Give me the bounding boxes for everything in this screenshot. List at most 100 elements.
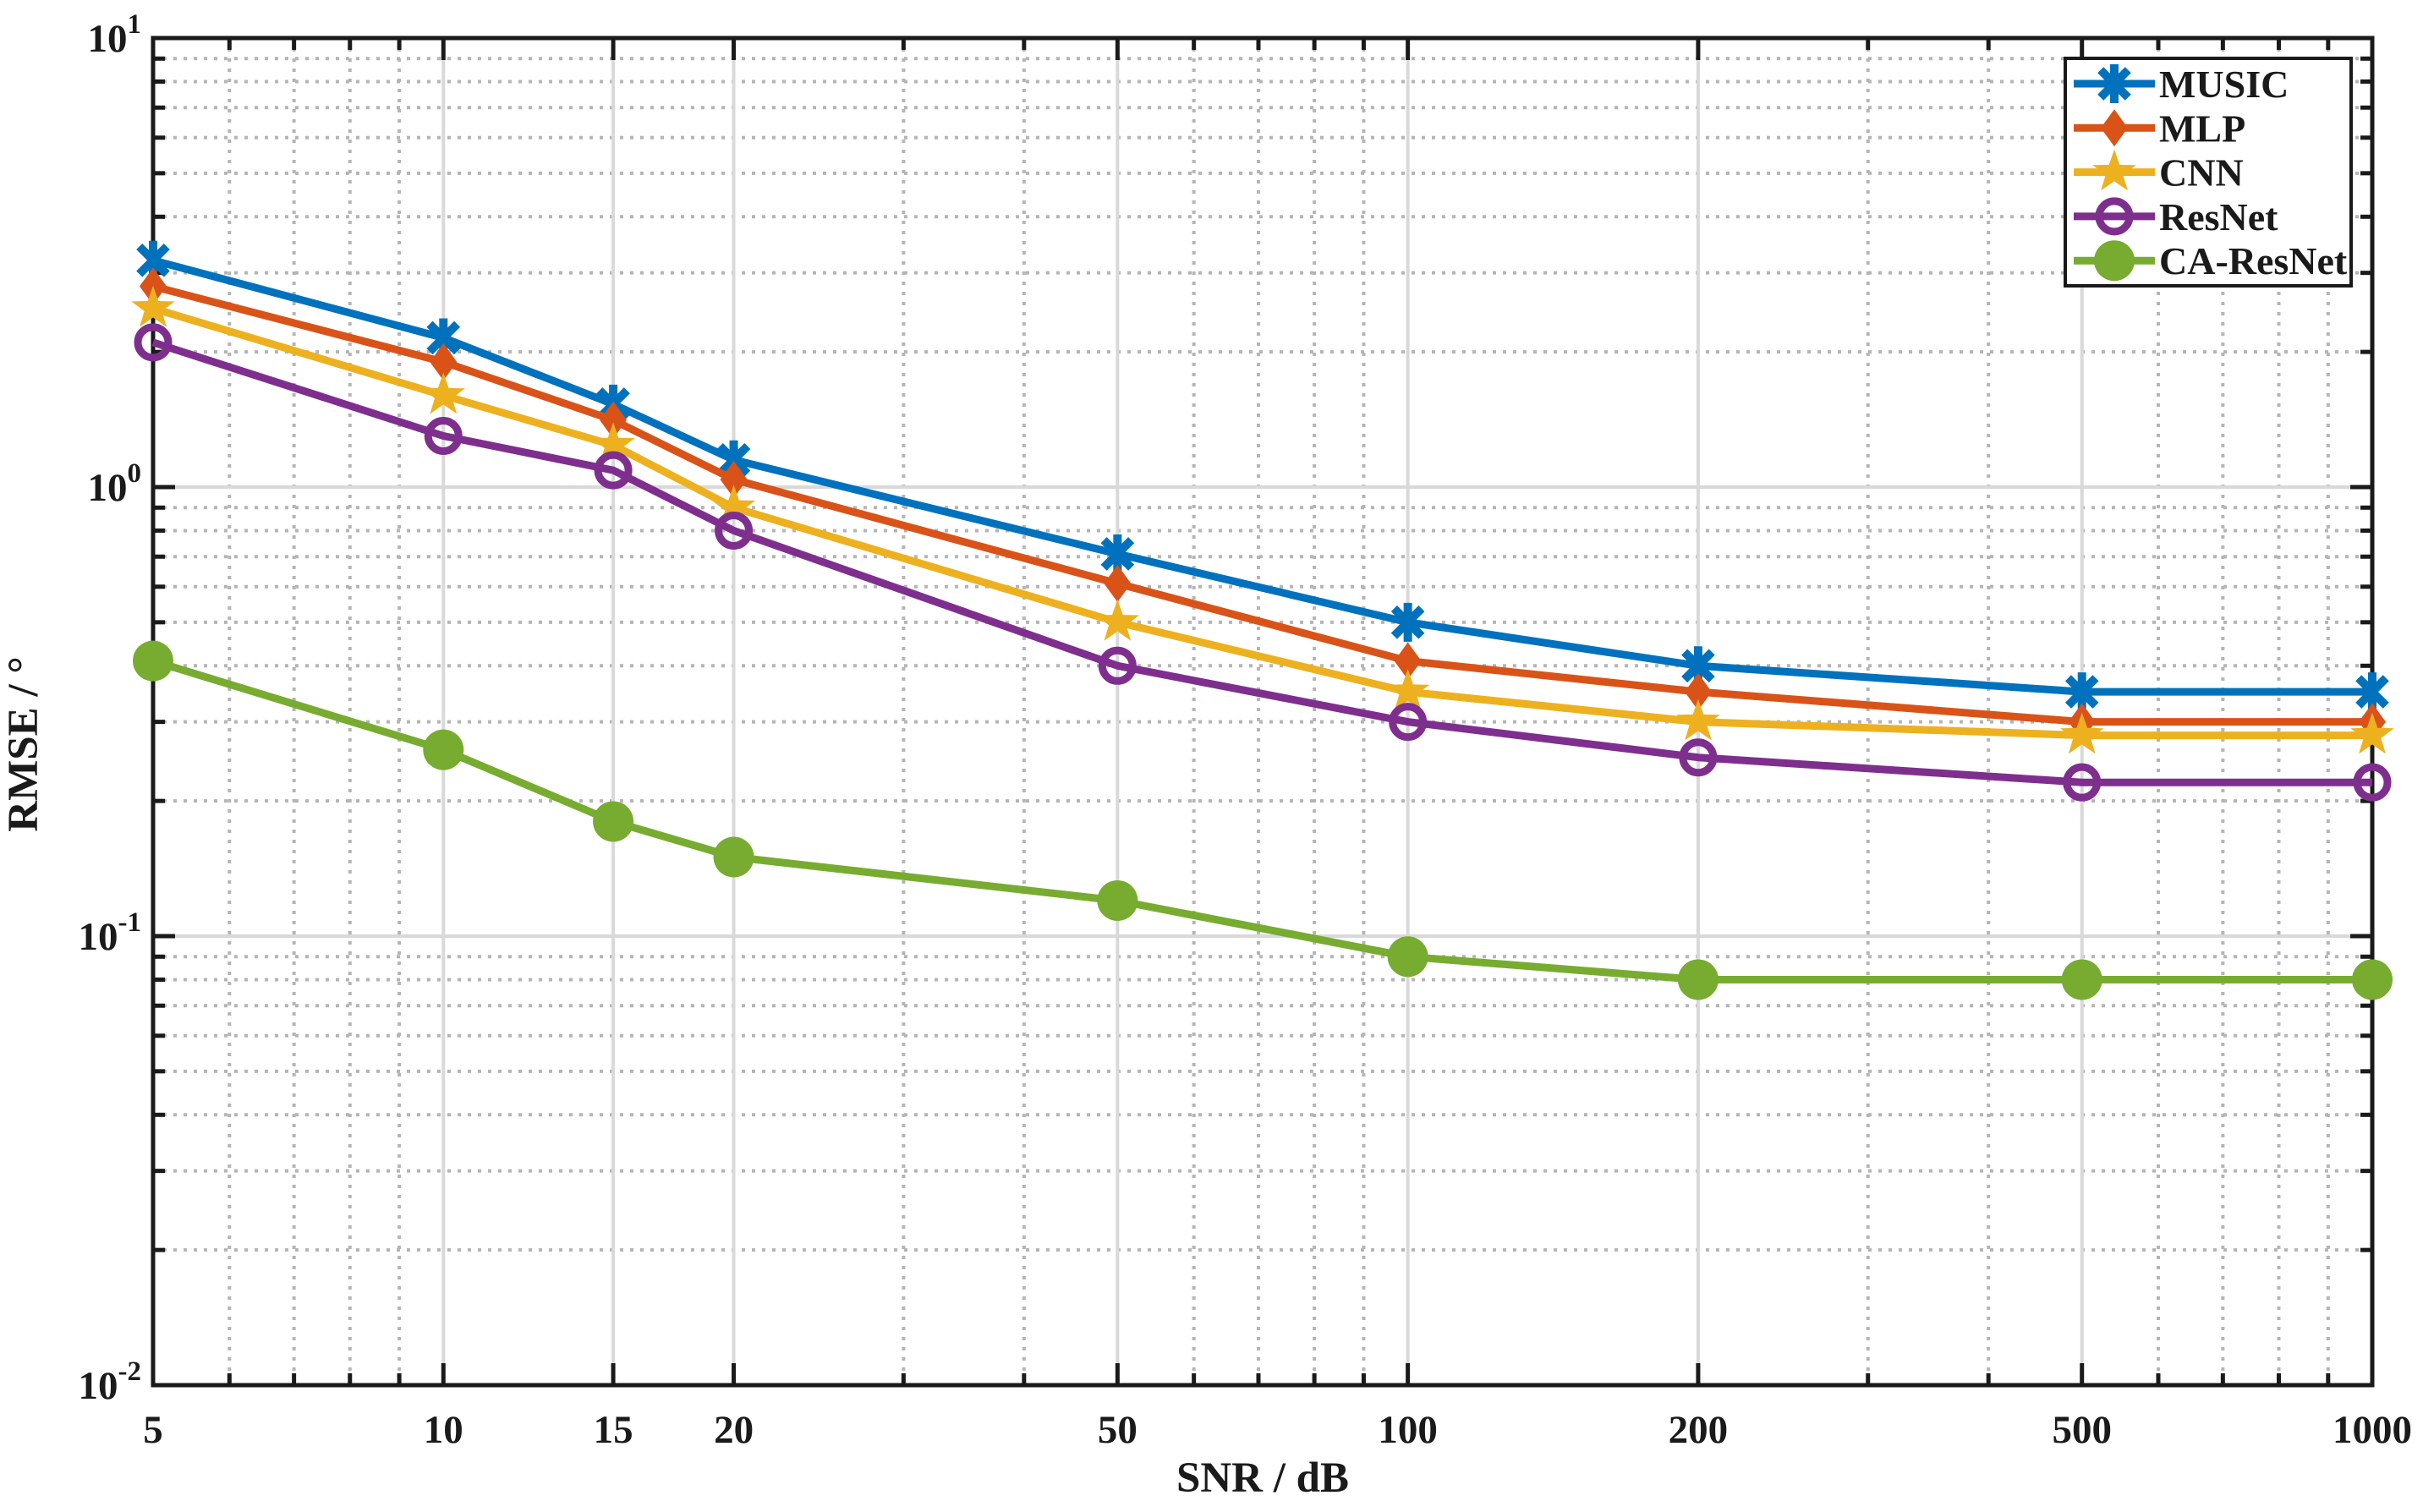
series-line-ResNet <box>151 338 2372 786</box>
marker-ResNet-100 <box>1389 703 1428 742</box>
marker-CNN-15 <box>591 422 635 464</box>
marker-CA-ResNet-20 <box>713 836 754 878</box>
marker-CA-ResNet-100 <box>1387 936 1428 978</box>
star-shape <box>1676 698 1720 741</box>
y-tick-label-10^0: 100 <box>88 458 142 510</box>
open-circle-shape <box>134 323 173 362</box>
star-shape <box>2092 149 2136 191</box>
marker-CNN-1000 <box>2350 712 2394 754</box>
x-tick-label-500: 500 <box>2052 1408 2112 1452</box>
legend-entry-ResNet: ResNet <box>2074 195 2278 238</box>
diamond-shape <box>430 342 458 381</box>
open-circle-shape <box>1679 738 1718 777</box>
marker-MLP-50 <box>1104 564 1132 602</box>
marker-ResNet-15 <box>594 451 633 490</box>
marker-ResNet-500 <box>2063 763 2102 802</box>
open-circle-shape <box>715 511 754 550</box>
open-circle-shape <box>1389 703 1428 742</box>
y-tick-label-10^-2: 10-2 <box>79 1356 142 1408</box>
open-circle-shape <box>2353 763 2392 802</box>
marker-MLP-100 <box>1394 642 1422 680</box>
diamond-shape <box>2101 109 2128 147</box>
legend-entry-CA-ResNet: CA-ResNet <box>2074 239 2348 282</box>
marker-MUSIC-100 <box>1390 602 1425 642</box>
star-shape <box>711 485 756 527</box>
open-circle-shape <box>2063 763 2102 802</box>
filled-circle-shape <box>2061 959 2102 1000</box>
filled-circle-shape <box>2352 959 2393 1000</box>
marker-MLP-15 <box>600 401 628 439</box>
marker-CNN-200 <box>1676 698 1720 741</box>
asterisk-arm <box>2355 675 2389 709</box>
asterisk-arm <box>2064 675 2099 709</box>
legend-marker-MLP-icon <box>2101 109 2128 147</box>
marker-CA-ResNet-15 <box>593 801 634 842</box>
marker-CA-ResNet-10 <box>423 729 464 770</box>
marker-CNN-5 <box>131 285 175 327</box>
marker-CNN-10 <box>421 372 465 414</box>
legend-entry-MUSIC: MUSIC <box>2074 63 2289 106</box>
asterisk-arm <box>2097 67 2131 101</box>
asterisk-arm <box>1390 605 1425 639</box>
filled-circle-shape <box>713 836 754 878</box>
x-tick-label-20: 20 <box>714 1408 754 1452</box>
legend-label-ResNet: ResNet <box>2159 195 2278 238</box>
star-shape <box>591 422 635 464</box>
open-circle-shape <box>2095 197 2134 236</box>
legend-marker-CNN-icon <box>2092 149 2136 191</box>
legend-label-CA-ResNet: CA-ResNet <box>2159 239 2348 282</box>
filled-circle-shape <box>1387 936 1428 978</box>
series-ResNet <box>134 323 2392 802</box>
legend-label-MUSIC: MUSIC <box>2159 63 2289 106</box>
marker-ResNet-20 <box>715 511 754 550</box>
filled-circle-shape <box>1677 959 1719 1000</box>
marker-CA-ResNet-50 <box>1097 879 1138 921</box>
star-shape <box>421 372 465 414</box>
marker-CA-ResNet-5 <box>133 640 173 682</box>
diamond-shape <box>1104 564 1132 602</box>
legend-label-MLP: MLP <box>2159 107 2245 150</box>
x-tick-label-200: 200 <box>1669 1408 1729 1452</box>
asterisk-arm <box>426 320 461 355</box>
marker-CNN-100 <box>1386 669 1430 710</box>
y-tick-label-10^-1: 10-1 <box>79 907 142 959</box>
marker-CA-ResNet-1000 <box>2352 959 2393 1000</box>
open-circle-shape <box>424 416 463 455</box>
x-tick-label-50: 50 <box>1098 1408 1137 1452</box>
legend-marker-MUSIC-icon <box>2097 64 2131 103</box>
marker-CA-ResNet-500 <box>2061 959 2102 1000</box>
marker-CNN-20 <box>711 485 756 527</box>
filled-circle-shape <box>423 729 464 770</box>
diamond-shape <box>1684 673 1712 711</box>
marker-ResNet-10 <box>424 416 463 455</box>
filled-circle-shape <box>133 640 173 682</box>
x-tick-label-100: 100 <box>1378 1408 1438 1452</box>
tick-labels: 5 10 15 20 50 100 200 500 1000 101 100 10-1 10-2 <box>79 9 2413 1452</box>
marker-MLP-200 <box>1684 673 1712 711</box>
marker-ResNet-200 <box>1679 738 1718 777</box>
filled-circle-shape <box>1097 879 1138 921</box>
x-axis-title: SNR / dB <box>1176 1454 1349 1502</box>
x-tick-label-1000: 1000 <box>2333 1408 2412 1452</box>
open-circle-shape <box>1098 646 1137 685</box>
star-shape <box>1095 599 1139 641</box>
y-tick-label-10^1: 101 <box>88 9 142 61</box>
series-CNN <box>131 285 2394 754</box>
x-tick-label-10: 10 <box>424 1408 463 1452</box>
star-shape <box>1386 669 1430 710</box>
filled-circle-shape <box>593 801 634 842</box>
asterisk-arm <box>1100 537 1135 571</box>
asterisk-arm <box>716 442 751 477</box>
star-shape <box>2060 712 2104 754</box>
legend-entry-MLP: MLP <box>2074 107 2245 150</box>
marker-CNN-50 <box>1095 599 1139 641</box>
series-CA-ResNet <box>133 640 2393 1000</box>
filled-circle-shape <box>2094 240 2135 282</box>
legend-entry-CNN: CNN <box>2074 149 2244 194</box>
marker-CA-ResNet-200 <box>1677 959 1719 1000</box>
legend-marker-ResNet-icon <box>2095 197 2134 236</box>
diamond-shape <box>1394 642 1422 680</box>
